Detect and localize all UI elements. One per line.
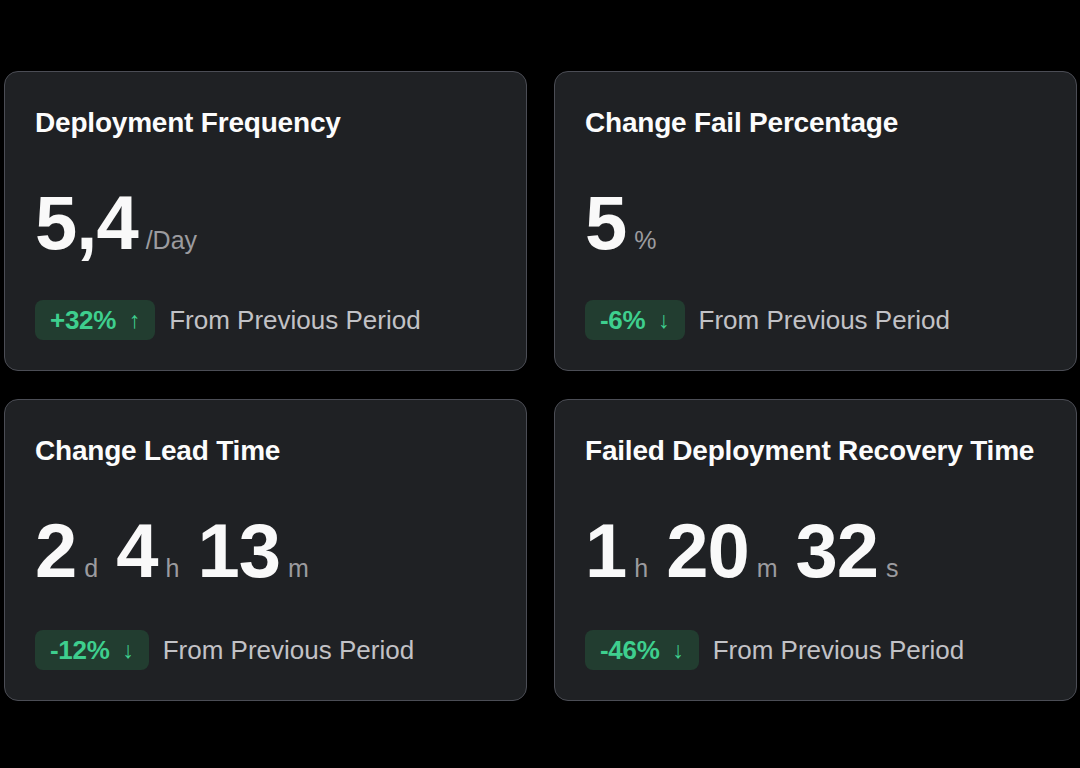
metric-card-deployment-frequency: Deployment Frequency 5,4/Day +32% ↑ From… <box>4 71 527 371</box>
metric-value: 5% <box>585 184 1046 283</box>
value-segment: 2d <box>35 563 98 580</box>
delta-value: -6% <box>600 305 645 336</box>
value-segment: 20m <box>666 563 777 580</box>
trend-down-icon: ↓ <box>673 637 684 664</box>
trend-down-icon: ↓ <box>658 307 669 334</box>
trend-badge: -12% ↓ <box>35 630 149 670</box>
metric-unit: s <box>886 554 899 582</box>
metric-number: 4 <box>116 508 157 593</box>
trend-row: -46% ↓ From Previous Period <box>585 630 1046 670</box>
metric-value: 1h 20m 32s <box>585 512 1046 611</box>
delta-value: -12% <box>50 635 110 666</box>
trend-caption: From Previous Period <box>713 635 964 666</box>
metric-card-change-lead-time: Change Lead Time 2d4h13m -12% ↓ From Pre… <box>4 399 527 701</box>
trend-row: -12% ↓ From Previous Period <box>35 630 496 670</box>
trend-caption: From Previous Period <box>163 635 414 666</box>
metric-number: 2 <box>35 508 76 593</box>
metric-unit: d <box>84 554 98 582</box>
trend-badge: +32% ↑ <box>35 300 155 340</box>
metric-number: 32 <box>796 508 879 593</box>
metric-unit: m <box>288 554 309 582</box>
metric-number: 5,4 <box>35 180 138 265</box>
trend-caption: From Previous Period <box>699 305 950 336</box>
metric-unit: h <box>165 554 179 582</box>
card-title: Failed Deployment Recovery Time <box>585 434 1046 468</box>
metric-number: 20 <box>666 508 749 593</box>
metric-unit: /Day <box>146 226 197 254</box>
card-title: Change Lead Time <box>35 434 496 468</box>
delta-value: +32% <box>50 305 116 336</box>
metric-value: 2d 4h 13m <box>35 512 496 611</box>
metric-number: 13 <box>197 508 280 593</box>
metric-card-failed-deployment-recovery-time: Failed Deployment Recovery Time 1h20m32s… <box>554 399 1077 701</box>
delta-value: -46% <box>600 635 660 666</box>
card-title: Change Fail Percentage <box>585 106 1046 140</box>
value-segment: 13m <box>197 563 308 580</box>
card-title: Deployment Frequency <box>35 106 496 140</box>
metric-unit: h <box>634 554 648 582</box>
value-segment: 32s <box>796 563 899 580</box>
trend-down-icon: ↓ <box>123 637 134 664</box>
value-segment: 5,4/Day <box>35 235 197 252</box>
dora-metrics-grid: Deployment Frequency 5,4/Day +32% ↑ From… <box>4 71 1077 701</box>
trend-caption: From Previous Period <box>169 305 420 336</box>
value-segment: 5% <box>585 235 657 252</box>
value-segment: 1h <box>585 563 648 580</box>
trend-row: +32% ↑ From Previous Period <box>35 300 496 340</box>
metric-card-change-fail-percentage: Change Fail Percentage 5% -6% ↓ From Pre… <box>554 71 1077 371</box>
trend-badge: -46% ↓ <box>585 630 699 670</box>
value-segment: 4h <box>116 563 179 580</box>
trend-row: -6% ↓ From Previous Period <box>585 300 1046 340</box>
trend-up-icon: ↑ <box>129 307 140 334</box>
metric-value: 5,4/Day <box>35 184 496 283</box>
trend-badge: -6% ↓ <box>585 300 685 340</box>
metric-number: 5 <box>585 180 626 265</box>
metric-unit: % <box>634 226 656 254</box>
metric-unit: m <box>757 554 778 582</box>
metric-number: 1 <box>585 508 626 593</box>
